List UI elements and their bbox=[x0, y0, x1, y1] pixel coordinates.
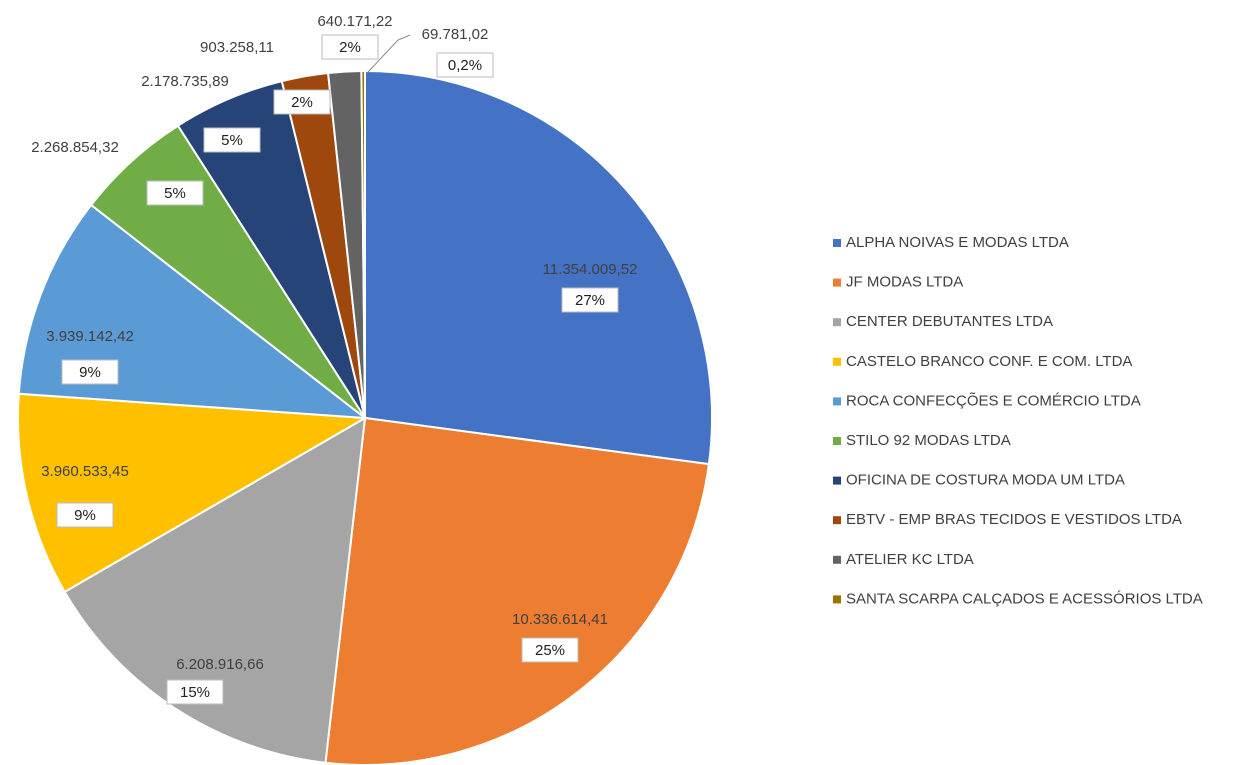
value-label: 903.258,11 bbox=[200, 39, 274, 56]
percent-box bbox=[561, 287, 619, 313]
pie-slice bbox=[360, 69, 366, 419]
legend-label: ROCA CONFECÇÕES E COMÉRCIO LTDA bbox=[846, 392, 1141, 409]
legend-swatch bbox=[833, 555, 841, 564]
percent-label: 27% bbox=[575, 292, 605, 309]
percent-label: 9% bbox=[79, 364, 101, 381]
legend-label: CASTELO BRANCO CONF. E COM. LTDA bbox=[846, 353, 1132, 370]
pie-slice bbox=[17, 392, 369, 594]
percent-label: 2% bbox=[291, 94, 313, 111]
legend-swatch bbox=[833, 476, 841, 485]
legend-label: CENTER DEBUTANTES LTDA bbox=[846, 313, 1053, 330]
legend-label: ALPHA NOIVAS E MODAS LTDA bbox=[846, 234, 1069, 251]
legend-label: SANTA SCARPA CALÇADOS E ACESSÓRIOS LTDA bbox=[846, 590, 1203, 607]
percent-box bbox=[203, 127, 261, 153]
value-label: 3.939.142,42 bbox=[46, 328, 134, 345]
percent-label: 25% bbox=[535, 642, 565, 659]
value-label: 11.354.009,52 bbox=[543, 261, 638, 278]
legend-swatch bbox=[833, 239, 841, 247]
value-label: 2.178.735,89 bbox=[141, 73, 229, 90]
legend-swatch bbox=[833, 397, 841, 406]
percent-label: 5% bbox=[164, 185, 186, 202]
legend-label: EBTV - EMP BRAS TECIDOS E VESTIDOS LTDA bbox=[846, 511, 1182, 528]
percent-label: 2% bbox=[339, 39, 361, 56]
legend-label: ATELIER KC LTDA bbox=[846, 551, 974, 568]
value-label: 3.960.533,45 bbox=[41, 463, 129, 480]
pie-slice bbox=[324, 416, 711, 765]
percent-label: 0,2% bbox=[448, 57, 482, 74]
legend-swatch bbox=[833, 318, 841, 327]
legend-swatch bbox=[833, 437, 841, 445]
percent-box bbox=[56, 502, 114, 528]
legend-swatch bbox=[833, 516, 841, 525]
percent-box bbox=[273, 89, 331, 115]
percent-label: 9% bbox=[74, 507, 96, 524]
percent-label: 15% bbox=[180, 684, 210, 701]
legend-swatch bbox=[833, 357, 841, 366]
legend-label: JF MODAS LTDA bbox=[846, 274, 963, 291]
percent-box bbox=[61, 359, 119, 385]
legend-label: OFICINA DE COSTURA MODA UM LTDA bbox=[846, 472, 1125, 489]
percent-box bbox=[146, 180, 204, 206]
value-label: 10.336.614,41 bbox=[512, 611, 608, 628]
value-label: 640.171,22 bbox=[317, 13, 392, 30]
percent-box bbox=[521, 637, 579, 663]
legend-swatch bbox=[833, 595, 841, 604]
percent-box bbox=[436, 52, 494, 78]
pie-slice bbox=[364, 69, 713, 466]
percent-box bbox=[166, 679, 224, 705]
leader-line bbox=[367, 34, 411, 73]
value-label: 69.781,02 bbox=[422, 26, 489, 43]
value-label: 6.208.916,66 bbox=[176, 656, 264, 673]
value-label: 2.268.854,32 bbox=[31, 139, 119, 156]
percent-box bbox=[321, 34, 379, 60]
legend-label: STILO 92 MODAS LTDA bbox=[846, 432, 1011, 449]
legend-swatch bbox=[833, 278, 841, 287]
pie-slice bbox=[63, 416, 367, 764]
percent-label: 5% bbox=[221, 132, 243, 149]
